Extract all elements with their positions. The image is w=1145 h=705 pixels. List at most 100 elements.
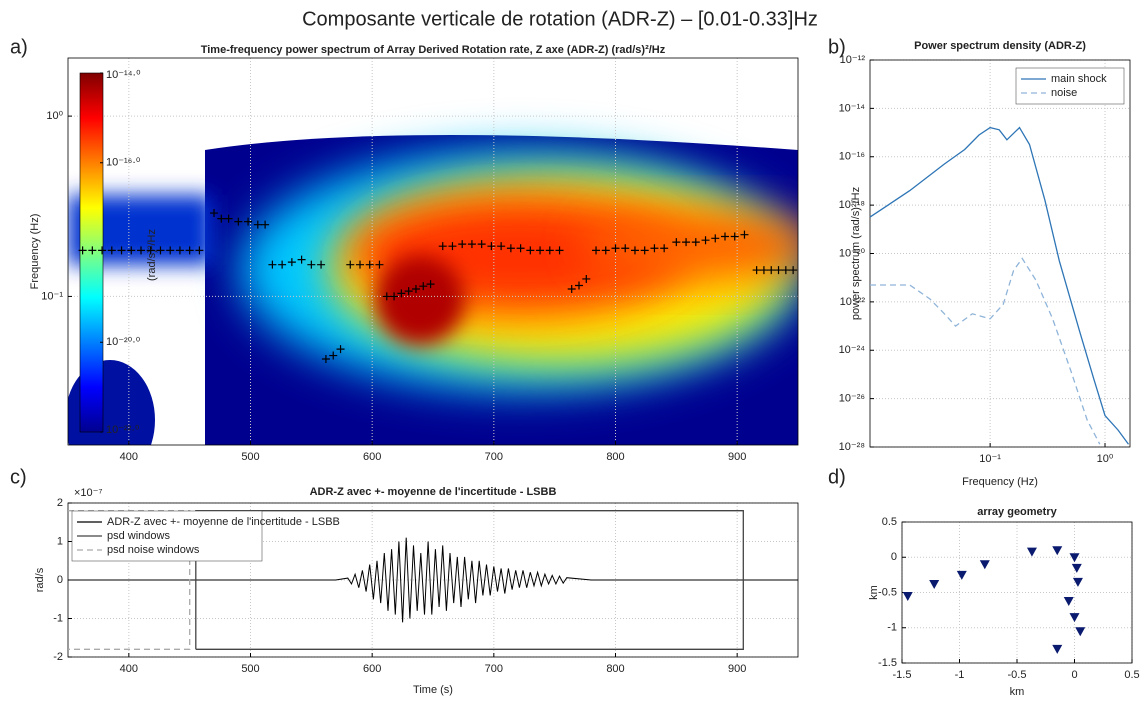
- spectrogram-image: [68, 135, 798, 445]
- x-tick-label: -1: [955, 669, 965, 681]
- pick-marker: [217, 214, 226, 223]
- legend-box: [71, 510, 263, 562]
- y-axis-label: power spectrum (rad/s)²/Hz: [850, 187, 862, 320]
- pick-marker: [156, 246, 165, 255]
- x-tick-label: 0: [1071, 669, 1077, 681]
- y-tick-label: 0: [57, 574, 63, 586]
- x-tick-label: 400: [120, 451, 138, 463]
- station-marker: [1026, 547, 1037, 557]
- y-axis-label: km: [868, 585, 880, 600]
- pick-marker: [691, 238, 700, 247]
- y-tick-label: 2: [57, 497, 63, 509]
- x-tick-label: 500: [241, 451, 259, 463]
- pick-marker: [740, 230, 749, 239]
- y-tick-label: 10⁻²⁸: [839, 441, 865, 453]
- pick-marker: [767, 266, 776, 275]
- pick-marker: [682, 238, 691, 247]
- pick-marker: [382, 292, 391, 301]
- pick-marker: [759, 266, 768, 275]
- x-tick-label: 600: [363, 451, 381, 463]
- pick-marker: [244, 217, 253, 226]
- legend-label: psd windows: [107, 530, 170, 542]
- pick-marker: [438, 242, 447, 251]
- pick-marker: [497, 242, 506, 251]
- pick-marker: [774, 266, 783, 275]
- pick-marker: [88, 246, 97, 255]
- y-multiplier: ×10⁻⁷: [74, 487, 102, 499]
- station-marker: [1063, 596, 1074, 606]
- plot-title: array geometry: [977, 506, 1057, 518]
- colorbar-tick-label: 10⁻²²·⁰: [106, 424, 140, 436]
- x-axis-label: km: [1010, 686, 1025, 698]
- pick-marker: [234, 217, 243, 226]
- data-line: [869, 126, 1130, 445]
- plot-title: Power spectrum density (ADR-Z): [914, 40, 1086, 52]
- x-tick-label: 800: [606, 451, 624, 463]
- y-tick-label: -0.5: [878, 586, 897, 598]
- pick-marker: [195, 246, 204, 255]
- axes-frame: [901, 521, 1133, 664]
- station-marker: [1075, 627, 1086, 637]
- colorbar-label: (rad/s)²/Hz: [146, 229, 158, 281]
- pick-marker: [426, 280, 435, 289]
- pick-marker: [329, 351, 338, 360]
- pick-marker: [467, 240, 476, 249]
- x-tick-label: -1.5: [893, 669, 912, 681]
- pick-marker: [278, 260, 287, 269]
- x-axis-label: Frequency (Hz): [962, 476, 1038, 488]
- pick-marker: [545, 246, 554, 255]
- legend-label: ADR-Z avec +- moyenne de l'incertitude -…: [107, 516, 340, 528]
- station-marker: [1071, 563, 1082, 573]
- pick-marker: [752, 266, 761, 275]
- pick-marker: [487, 242, 496, 251]
- pick-marker: [404, 287, 413, 296]
- pick-marker: [321, 354, 330, 363]
- x-tick-label: 700: [485, 663, 503, 675]
- plot-title: Time-frequency power spectrum of Array D…: [201, 44, 666, 56]
- pick-marker: [555, 246, 564, 255]
- pick-marker: [375, 260, 384, 269]
- pick-marker: [297, 255, 306, 264]
- pick-marker: [516, 244, 525, 253]
- station-marker: [902, 592, 913, 602]
- station-marker: [979, 560, 990, 570]
- pick-marker: [307, 260, 316, 269]
- station-marker: [1052, 644, 1063, 654]
- y-tick-label: -1.5: [878, 657, 897, 669]
- pick-marker: [336, 345, 345, 354]
- panel-label: a): [10, 36, 28, 58]
- y-tick-label: 10⁻²²: [840, 296, 866, 308]
- pick-marker: [224, 214, 233, 223]
- pick-marker: [419, 282, 428, 291]
- y-tick-label: 10⁻¹: [41, 290, 63, 302]
- legend-label: main shock: [1051, 73, 1107, 85]
- pick-marker: [390, 292, 399, 301]
- panel-label: c): [10, 466, 27, 488]
- pick-marker: [397, 289, 406, 298]
- station-marker: [929, 580, 940, 590]
- pick-marker: [582, 274, 591, 283]
- pick-marker: [506, 244, 515, 253]
- pick-marker: [287, 258, 296, 267]
- legend-box: [1015, 67, 1125, 105]
- pick-marker: [567, 284, 576, 293]
- pick-marker: [701, 236, 710, 245]
- pick-marker: [166, 246, 175, 255]
- y-tick-label: 10⁻¹⁸: [839, 199, 865, 211]
- x-tick-label: 700: [485, 451, 503, 463]
- x-tick-label: -0.5: [1008, 669, 1027, 681]
- axes-frame: [869, 59, 1131, 448]
- pick-marker: [317, 260, 326, 269]
- panel-label: b): [828, 36, 846, 58]
- pick-marker: [575, 281, 583, 290]
- colorbar-tick-label: 10⁻¹⁴·⁰: [106, 69, 141, 81]
- pick-marker: [261, 220, 270, 229]
- pick-marker: [107, 246, 116, 255]
- x-tick-label: 900: [728, 663, 746, 675]
- pick-marker: [365, 260, 374, 269]
- pick-marker: [640, 246, 649, 255]
- y-tick-label: 10⁰: [46, 110, 63, 122]
- x-tick-label: 800: [606, 663, 624, 675]
- axes-frame: [67, 57, 799, 446]
- pick-marker: [127, 246, 136, 255]
